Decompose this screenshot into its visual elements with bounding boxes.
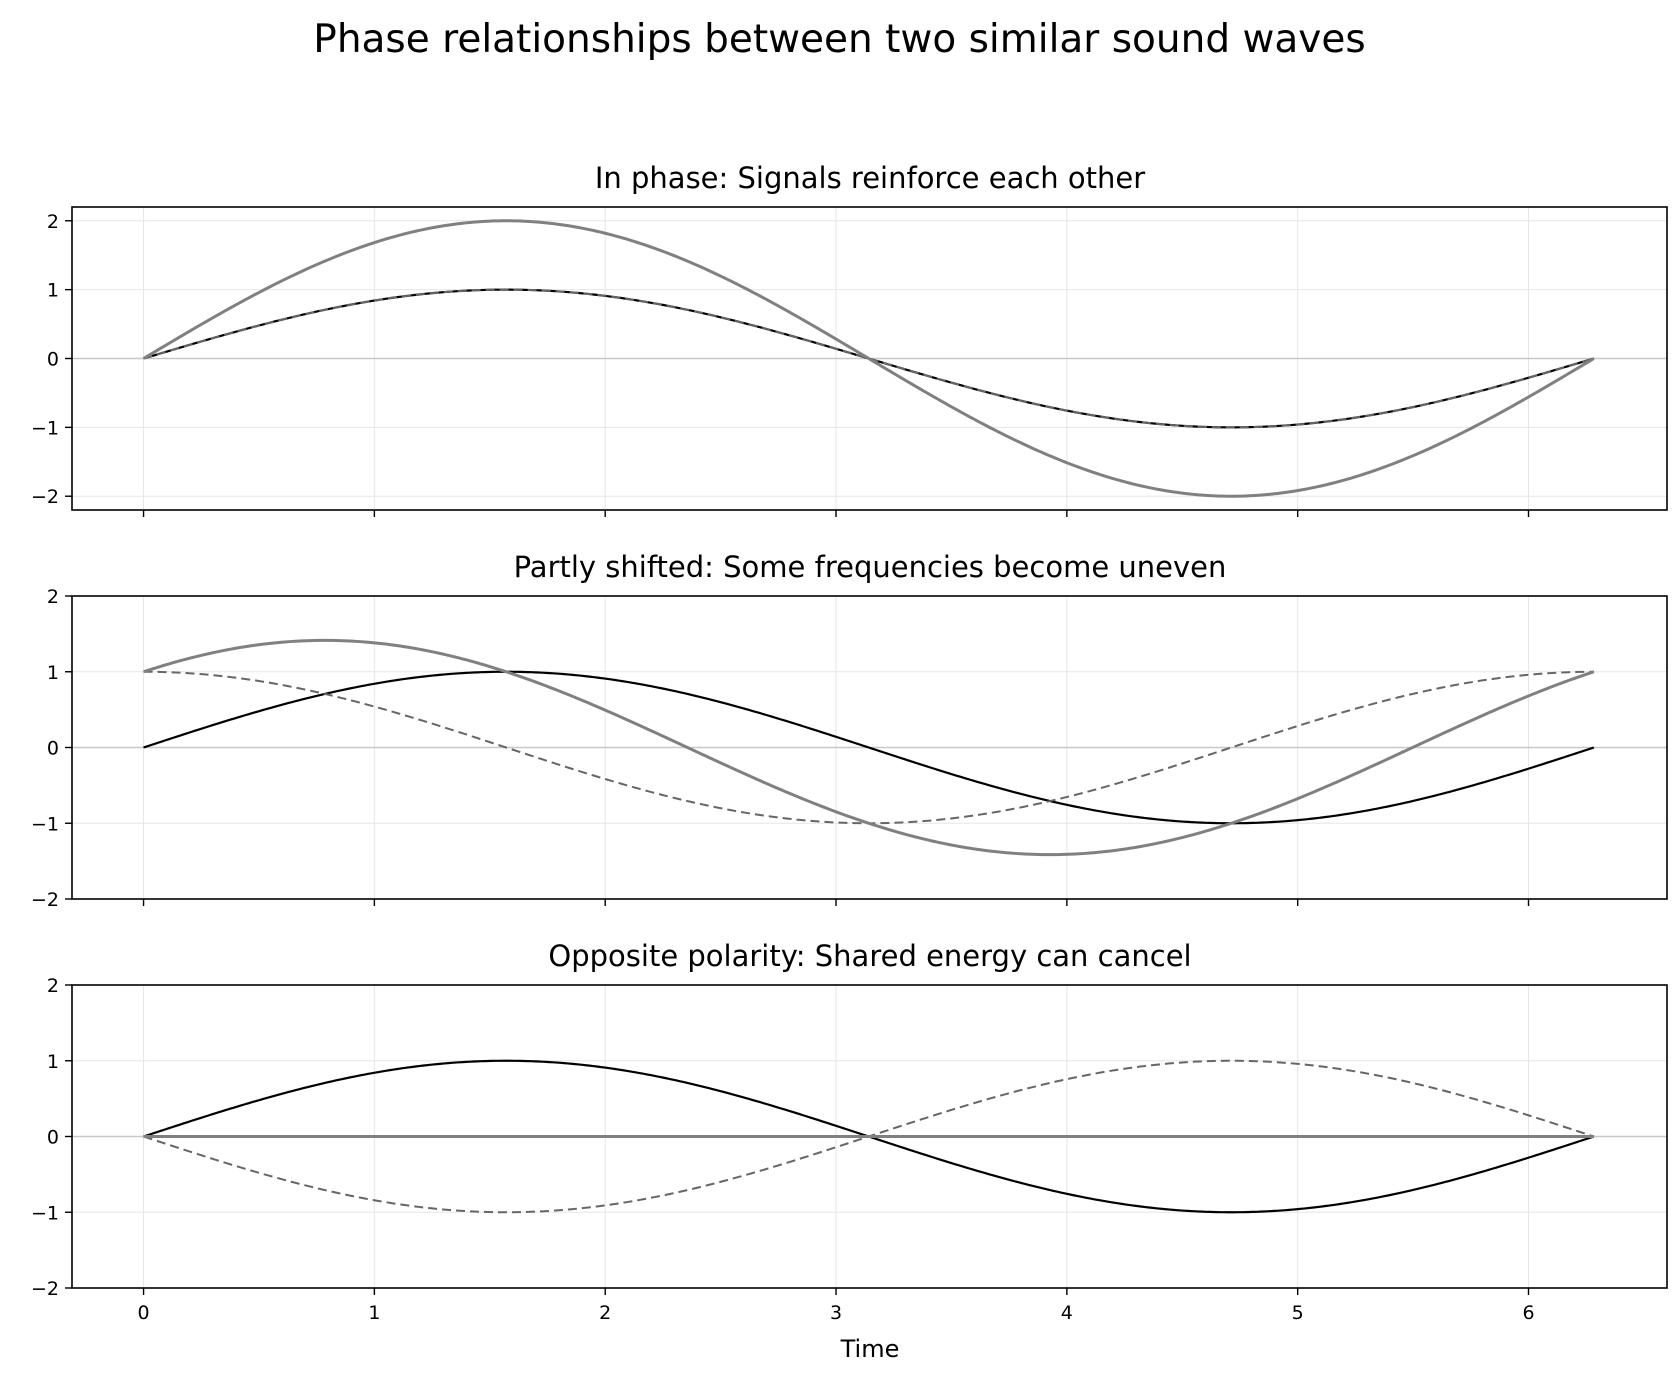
panel-in-phase: −2 −1 0 1 2 (31, 206, 1668, 517)
series-line-1 (143, 670, 1595, 825)
y-tick-label: −2 (31, 486, 59, 508)
y-tick-label: −1 (31, 813, 59, 835)
y-tick-label: 2 (47, 211, 59, 233)
x-tick-label: 4 (1061, 1302, 1073, 1324)
x-tick-label: 6 (1522, 1302, 1534, 1324)
y-tick-label: 1 (47, 662, 59, 684)
y-tick-label: −1 (31, 417, 59, 439)
y-tick-label: 0 (47, 1127, 59, 1149)
y-tick-label: 1 (47, 1051, 59, 1073)
x-tick-label: 3 (830, 1302, 842, 1324)
y-tick-label: 2 (47, 975, 59, 997)
x-tick-label: 5 (1292, 1302, 1304, 1324)
x-tick-label: 2 (599, 1302, 611, 1324)
figure-title: Phase relationships between two similar … (313, 17, 1365, 62)
series-line-2 (143, 288, 1595, 429)
y-tick-label: −2 (31, 889, 59, 911)
panel-3-title: Opposite polarity: Shared energy can can… (548, 939, 1191, 973)
panel-partly-shifted: −2 −1 0 1 2 (31, 586, 1668, 911)
series-line-3 (142, 219, 1595, 498)
x-tick-label: 1 (368, 1302, 380, 1324)
y-tick-label: 1 (47, 280, 59, 302)
panel-1-title: In phase: Signals reinforce each other (595, 161, 1145, 195)
panel-opposite-polarity: −2 −1 0 1 2 0 1 2 3 4 5 6 (31, 975, 1668, 1324)
y-tick-label: −1 (31, 1202, 59, 1224)
x-tick-label: 0 (138, 1302, 150, 1324)
panel-2-title: Partly shifted: Some frequencies become … (514, 550, 1227, 584)
y-tick-label: 0 (47, 738, 59, 760)
x-axis-label: Time (840, 1335, 900, 1363)
series-line-3 (143, 638, 1595, 857)
y-tick-label: 0 (47, 349, 59, 371)
y-tick-label: −2 (31, 1278, 59, 1300)
y-tick-label: 2 (47, 586, 59, 608)
